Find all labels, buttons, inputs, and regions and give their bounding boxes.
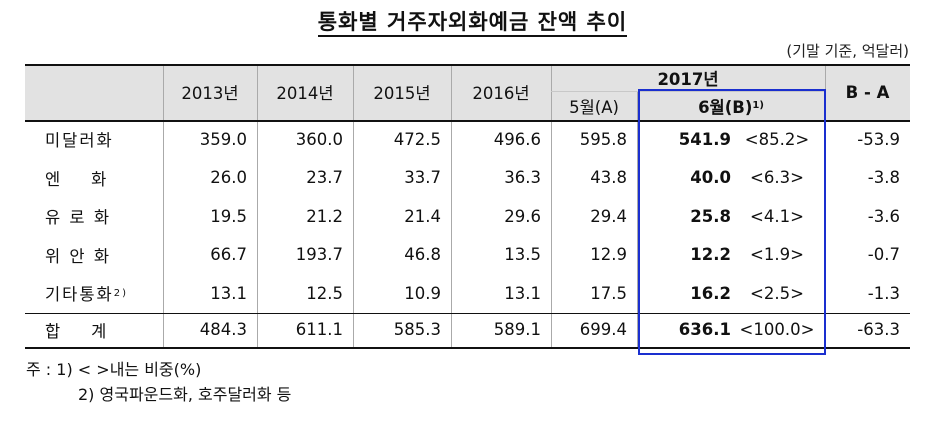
table-row-share: <2.5> — [750, 283, 804, 303]
table-row-v2016: 496.6 — [493, 129, 541, 149]
table-row-v2015: 33.7 — [404, 168, 441, 188]
column-divider — [551, 64, 552, 347]
table-row-may: 43.8 — [590, 168, 627, 188]
header-june-label: 6월(B) — [698, 97, 753, 117]
table-row-v2013: 66.7 — [210, 245, 247, 265]
column-divider — [257, 64, 258, 347]
table-row-v2016: 36.3 — [504, 168, 541, 188]
table-row-share: <6.3> — [750, 168, 804, 188]
table-row-june: 16.2 — [690, 283, 731, 303]
table-bottom-rule — [25, 346, 910, 349]
header-year-2017: 2017년 — [657, 69, 719, 89]
table-row-v2015: 472.5 — [393, 129, 441, 149]
table-row-v2013: 13.1 — [210, 283, 247, 303]
column-divider — [353, 64, 354, 347]
table-row-label: 미달러화 — [25, 120, 163, 159]
header-diff: B - A — [845, 82, 890, 102]
june-highlight-box — [638, 89, 826, 355]
total-row-label: 합 계 — [25, 313, 163, 347]
table-title: 통화별 거주자외화예금 잔액 추이 — [0, 6, 945, 37]
header-june-footnote: 1) — [752, 100, 764, 111]
table-row-v2015: 46.8 — [404, 245, 441, 265]
table-row-june: 40.0 — [690, 168, 731, 188]
total-top-rule — [25, 312, 910, 314]
total-row-june: 636.1 — [678, 320, 731, 339]
table-row-may: 12.9 — [590, 245, 627, 265]
column-divider — [451, 64, 452, 347]
table-row-june: 541.9 — [678, 129, 731, 149]
header-background — [25, 64, 910, 120]
footnote-2: 2) 영국파운드화, 호주달러화 등 — [78, 385, 292, 404]
total-row-v2016: 589.1 — [493, 320, 541, 339]
table-row-v2013: 359.0 — [199, 129, 247, 149]
table-row-v2015: 10.9 — [404, 283, 441, 303]
column-divider — [163, 64, 164, 347]
header-year-3: 2015년 — [373, 84, 431, 103]
header-year-1: 2013년 — [181, 84, 239, 103]
table-row-diff: -1.3 — [867, 283, 900, 303]
currency-footnote: 2) — [113, 287, 128, 299]
total-row-share: <100.0> — [739, 320, 815, 339]
table-row-v2016: 29.6 — [504, 206, 541, 226]
table-row-share: <1.9> — [750, 245, 804, 265]
table-row-diff: -3.8 — [867, 168, 900, 188]
table-row-v2014: 193.7 — [295, 245, 343, 265]
table-row-diff: -53.9 — [857, 129, 900, 149]
currency-name: 기타통화 — [45, 285, 114, 305]
currency-name: 유 로 화 — [45, 208, 112, 228]
header-year-4: 2016년 — [472, 84, 530, 103]
total-row-v2013: 484.3 — [199, 320, 247, 339]
table-row-v2014: 360.0 — [295, 129, 343, 149]
header-may: 5월(A) — [569, 97, 619, 117]
table-row-june: 25.8 — [690, 206, 731, 226]
unit-note: (기말 기준, 억달러) — [786, 42, 909, 60]
header-mid-rule — [551, 91, 825, 92]
header-bottom-rule — [25, 120, 910, 122]
table-row-share: <85.2> — [744, 129, 810, 149]
table-row-share: <4.1> — [750, 206, 804, 226]
currency-name: 위 안 화 — [45, 246, 112, 266]
total-row-v2015: 585.3 — [393, 320, 441, 339]
currency-name: 미달러화 — [45, 131, 114, 151]
table-row-may: 29.4 — [590, 206, 627, 226]
table-row-v2014: 23.7 — [306, 168, 343, 188]
table-row-label: 위 안 화 — [25, 236, 163, 275]
table-row-label: 엔 화 — [25, 159, 163, 198]
table-row-diff: -3.6 — [867, 206, 900, 226]
table-row-label: 기타통화 2) — [25, 274, 163, 313]
column-divider — [637, 91, 638, 347]
table-row-v2014: 12.5 — [306, 283, 343, 303]
currency-name: 엔 화 — [45, 169, 109, 189]
total-row-may: 699.4 — [579, 320, 627, 339]
header-year-2: 2014년 — [276, 84, 334, 103]
table-top-rule — [25, 64, 910, 66]
table-row-v2015: 21.4 — [404, 206, 441, 226]
total-row-diff: -63.3 — [857, 320, 900, 339]
header-june: 6월(B) 1) — [637, 91, 825, 120]
table-row-v2013: 26.0 — [210, 168, 247, 188]
table-row-may: 595.8 — [579, 129, 627, 149]
footnote-1: 주 : 1) < >내는 비중(%) — [26, 360, 202, 379]
table-row-june: 12.2 — [690, 245, 731, 265]
currency-name: 합 계 — [45, 321, 109, 341]
table-row-label: 유 로 화 — [25, 197, 163, 236]
table-row-may: 17.5 — [590, 283, 627, 303]
table-row-v2013: 19.5 — [210, 206, 247, 226]
total-row-v2014: 611.1 — [295, 320, 343, 339]
table-row-v2016: 13.5 — [504, 245, 541, 265]
table-row-v2016: 13.1 — [504, 283, 541, 303]
table-row-diff: -0.7 — [867, 245, 900, 265]
table-row-v2014: 21.2 — [306, 206, 343, 226]
